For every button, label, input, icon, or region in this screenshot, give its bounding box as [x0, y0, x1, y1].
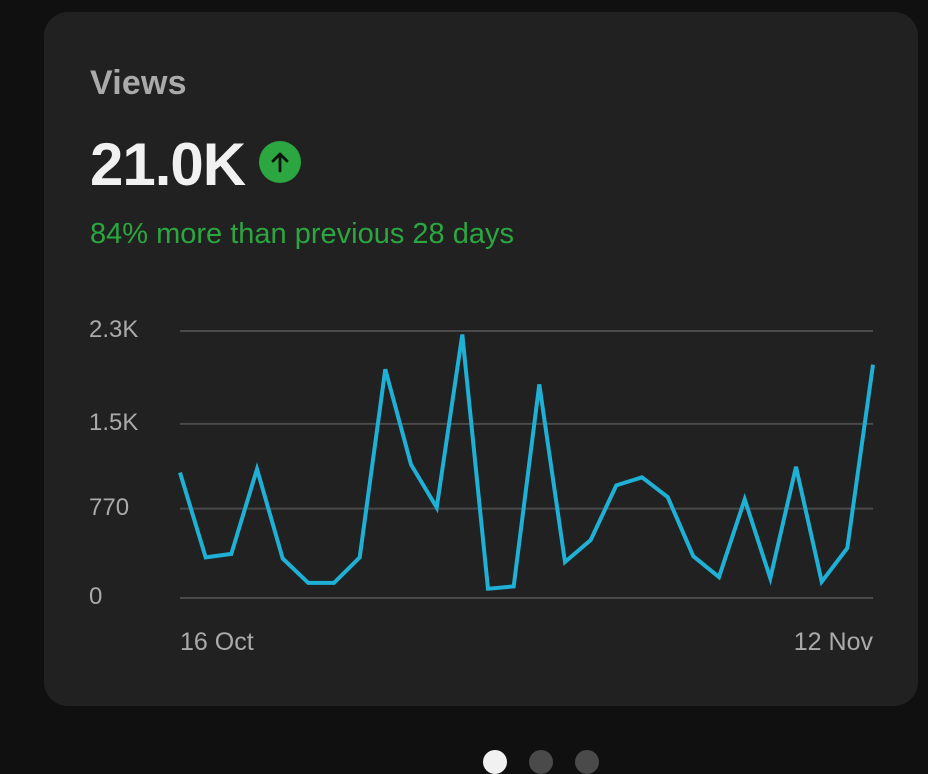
page-dot-2[interactable] — [529, 750, 553, 774]
views-line — [178, 334, 875, 591]
card-title: Views — [90, 64, 187, 102]
value-row: 21.0K — [90, 130, 302, 199]
arrow-up-icon — [259, 140, 302, 183]
y-tick-label: 0 — [89, 583, 103, 610]
pagination-dots — [483, 750, 599, 774]
delta-text: 84% more than previous 28 days — [90, 218, 514, 250]
y-tick-label: 770 — [89, 493, 130, 521]
y-tick-label: 2.3K — [89, 316, 139, 343]
views-total: 21.0K — [90, 131, 246, 198]
x-label-end: 12 Nov — [793, 628, 873, 656]
views-card: Views 21.0K 84% more than previous 28 da… — [44, 12, 918, 706]
page-dot-1[interactable] — [483, 750, 507, 774]
page-dot-3[interactable] — [575, 750, 599, 774]
chart-plot — [178, 330, 875, 599]
views-line-chart: 16 Oct 12 Nov 0 770 1.5K 2.3K — [44, 12, 918, 706]
x-label-start: 16 Oct — [180, 628, 254, 656]
y-tick-label: 1.5K — [89, 408, 139, 436]
